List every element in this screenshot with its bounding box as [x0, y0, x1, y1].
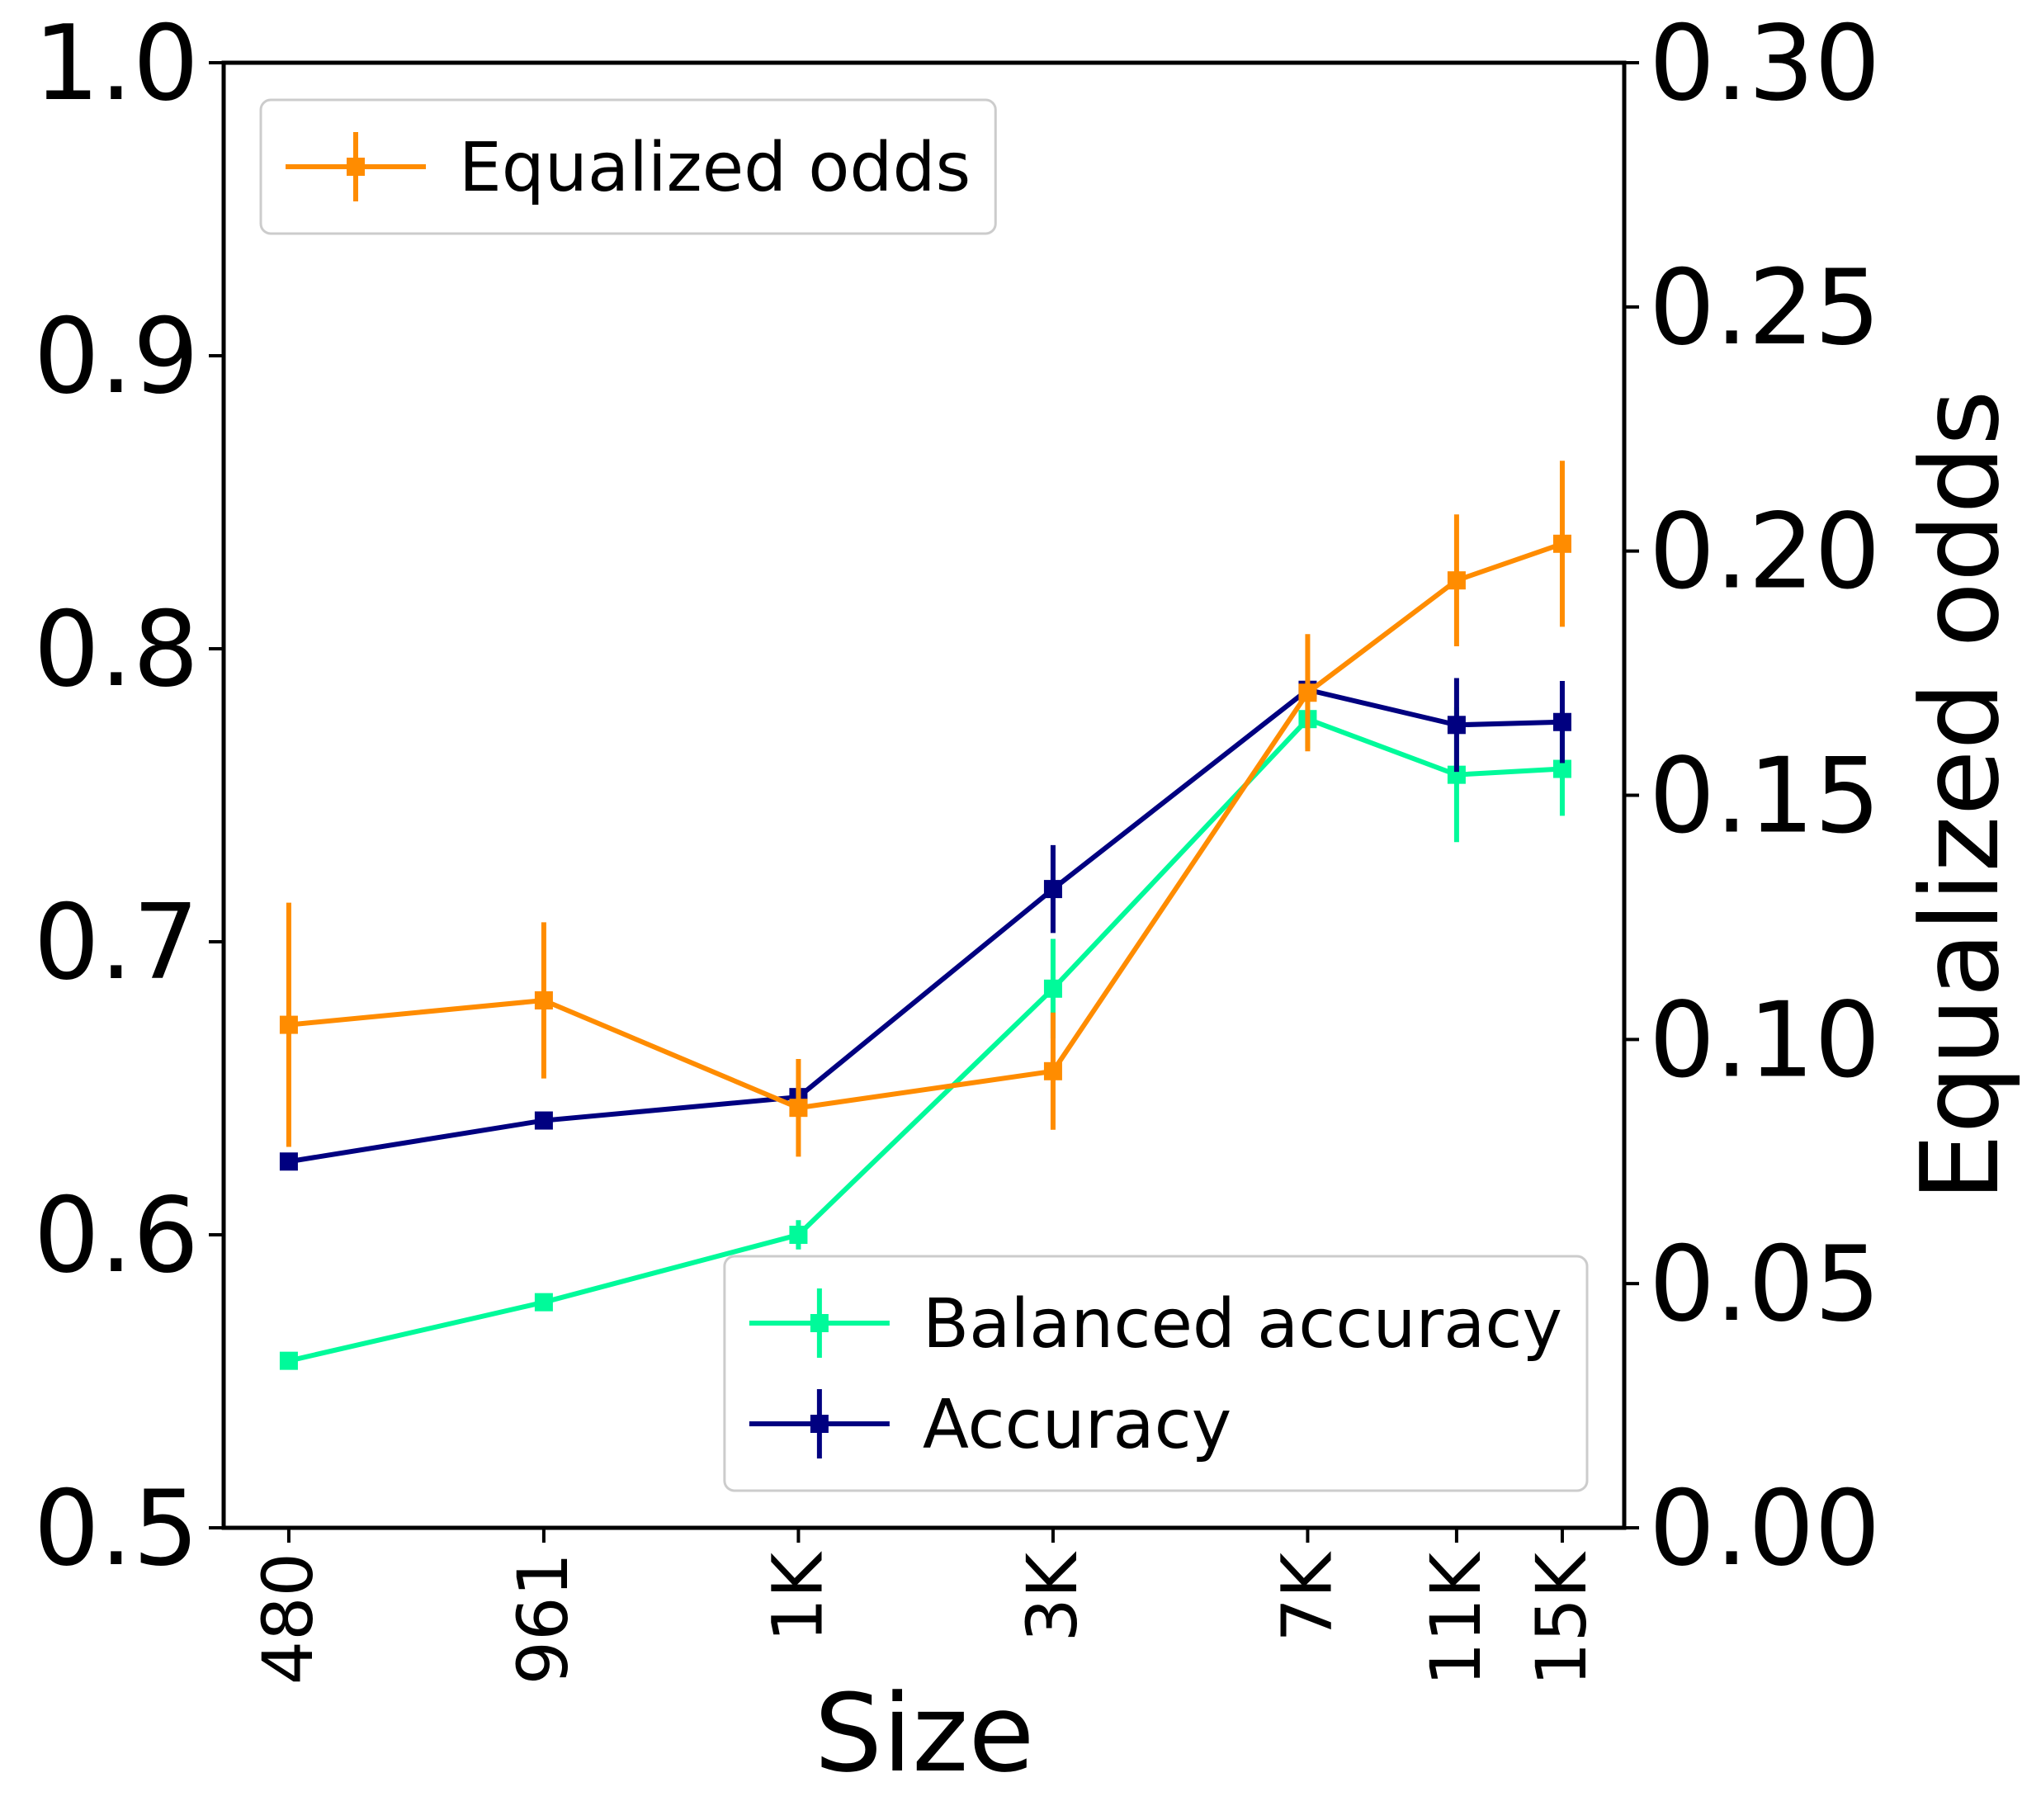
legend-box — [723, 1255, 1589, 1492]
marker — [1043, 979, 1062, 998]
y-tick-label: 0.9 — [34, 295, 199, 417]
marker — [1447, 571, 1466, 590]
marker — [1447, 765, 1466, 784]
marker — [789, 1099, 808, 1118]
legend-marker — [347, 158, 365, 176]
y2-tick-label: 0.30 — [1649, 2, 1881, 124]
x-tick-label: 1K — [757, 1551, 838, 1642]
y-tick-label: 0.7 — [34, 882, 199, 1003]
y2-tick-label: 0.15 — [1649, 735, 1881, 857]
y2-tick-label: 0.00 — [1649, 1468, 1881, 1589]
y2-tick-label: 0.10 — [1649, 979, 1881, 1100]
marker — [1447, 716, 1466, 735]
y2-axis-label: Equalized odds — [1897, 390, 2023, 1201]
y2-tick-label: 0.25 — [1649, 247, 1881, 368]
marker — [1552, 534, 1571, 553]
marker — [1043, 1061, 1062, 1080]
x-tick-label: 480 — [248, 1553, 328, 1685]
y-tick-label: 0.5 — [34, 1468, 199, 1589]
legend-marker — [810, 1415, 829, 1433]
marker — [279, 1015, 298, 1034]
y2-tick-label: 0.05 — [1649, 1223, 1881, 1345]
legend: Equalized odds — [259, 98, 997, 235]
marker — [279, 1152, 298, 1171]
x-tick-label: 7K — [1266, 1551, 1347, 1642]
x-tick-label: 15K — [1521, 1551, 1602, 1686]
marker — [1552, 712, 1571, 731]
x-tick-label: 961 — [503, 1553, 583, 1685]
x-axis-label: Size — [815, 1671, 1035, 1796]
plot-frame — [221, 60, 1627, 1530]
marker — [534, 1111, 553, 1130]
legend-label: Accuracy — [923, 1386, 1231, 1464]
marker — [1043, 880, 1062, 899]
y-tick-label: 1.0 — [34, 2, 199, 124]
marker — [1552, 759, 1571, 778]
y2-tick-label: 0.20 — [1649, 491, 1881, 612]
marker — [1298, 683, 1317, 702]
legend-box — [259, 98, 997, 235]
legend-label: Balanced accuracy — [923, 1285, 1562, 1364]
x-tick-label: 11K — [1415, 1551, 1496, 1686]
marker — [534, 1293, 553, 1312]
x-tick-label: 3K — [1012, 1551, 1093, 1642]
marker — [789, 1226, 808, 1244]
y-tick-label: 0.8 — [34, 589, 199, 710]
marker — [279, 1351, 298, 1370]
legend: Balanced accuracy Accuracy — [723, 1255, 1589, 1492]
y-tick-label: 0.6 — [34, 1175, 199, 1296]
legend-label: Equalized odds — [459, 129, 971, 207]
marker — [534, 991, 553, 1009]
series-line — [288, 541, 1563, 1111]
legend-marker — [810, 1314, 829, 1332]
